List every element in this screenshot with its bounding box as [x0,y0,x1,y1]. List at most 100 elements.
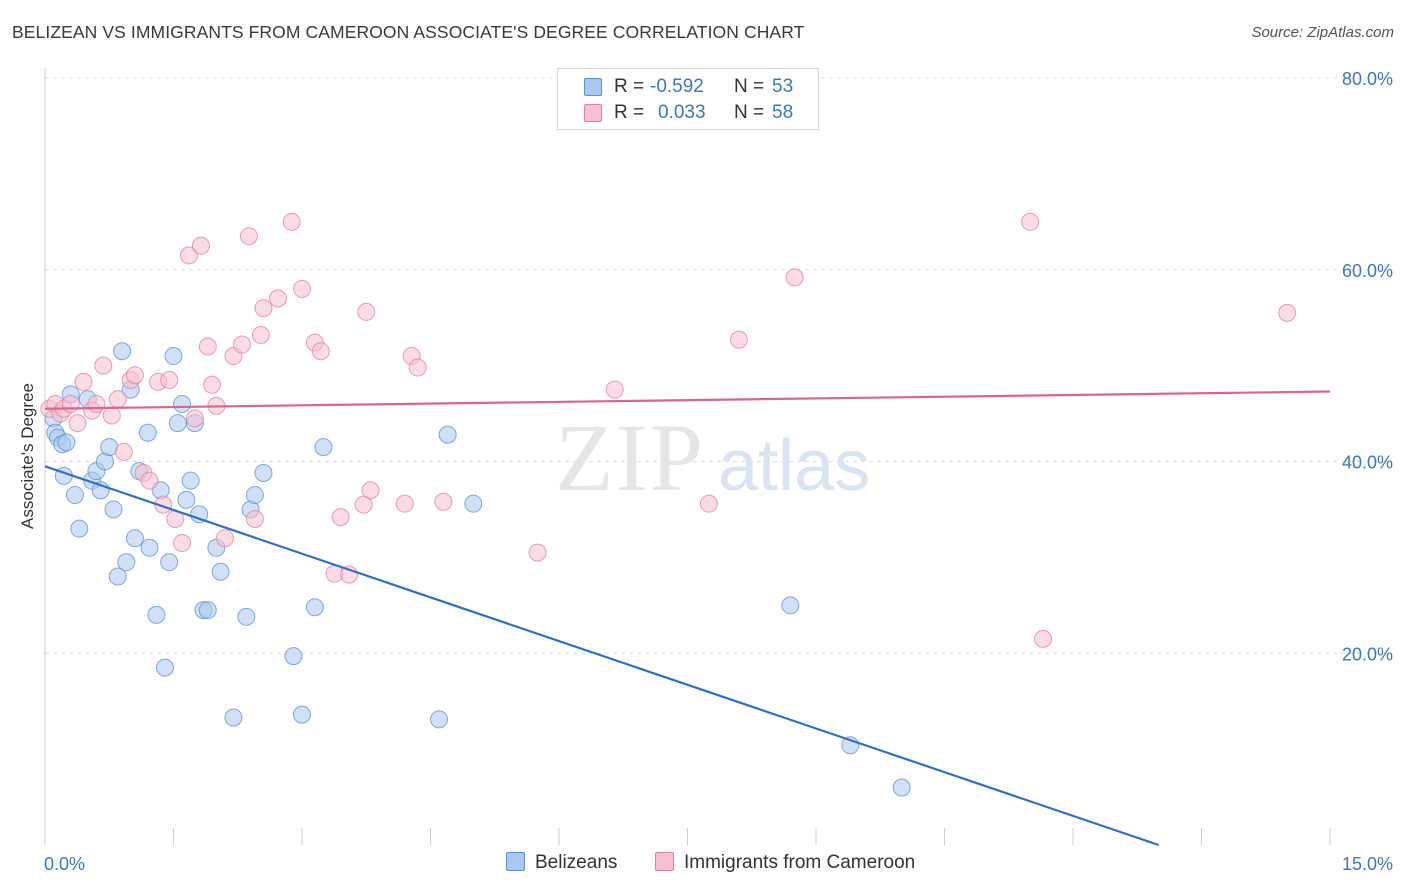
y-tick-label: 40.0% [1342,453,1393,473]
y-tick-label: 20.0% [1342,644,1393,664]
belizean-point [173,394,192,413]
axes [44,68,1331,845]
belizean-point [164,347,183,366]
legend-n-label: N = [734,102,765,123]
legend-r-label: R = [614,102,645,123]
cameroon-point [94,356,113,375]
belizean-point [117,553,136,572]
cameroon-point [125,366,144,385]
cameroon-point [311,342,330,361]
belizean-point [113,342,132,361]
belizean-point [245,486,264,505]
cameroon-point [61,394,80,413]
cameroon-point [528,543,547,562]
x-tick-label-max: 15.0% [1342,854,1393,874]
legend-n-label: N = [734,76,765,97]
belizean-point [293,705,311,724]
legend-r-value: -0.592 [650,76,704,97]
cameroon-point [254,299,273,318]
cameroon-point [239,227,258,246]
watermark: ZIP atlas [555,404,870,511]
belizean-point [211,562,230,581]
belizean-point [430,710,449,729]
belizean-point [198,601,217,620]
legend-n-value: 53 [772,76,794,97]
belizean-point [284,647,303,666]
bottom-legend-swatch-cameroon [655,852,674,871]
watermark-atlas: atlas [718,426,870,506]
cameroon-point [785,268,804,287]
belizean-point [155,658,174,677]
belizean-point [70,519,89,538]
gridlines [45,77,1392,654]
chart-title: BELIZEAN VS IMMIGRANTS FROM CAMEROON ASS… [12,22,805,42]
cameroon-point [1034,629,1053,648]
cameroon-point [191,236,210,255]
y-tick-label: 60.0% [1342,261,1393,281]
belizean-point [65,486,84,505]
belizean-point [438,425,457,444]
cameroon-point [68,414,87,433]
legend-swatch-cameroon [584,104,602,122]
cameroon-point [699,494,718,513]
cameroon-point [114,442,133,461]
y-tick-label: 80.0% [1342,69,1393,89]
cameroon-point [173,533,192,552]
belizean-point [168,414,187,433]
cameroon-point [357,302,376,321]
cameroon-trend-line [44,390,1331,410]
belizean-point [237,607,256,626]
bottom-legend-swatch-belizean [506,852,525,871]
cameroon-point [215,529,234,548]
cameroon-point [245,510,264,529]
cameroon-point [179,246,198,265]
tick-labels: 20.0% 40.0% 60.0% 80.0% 0.0% 15.0% [44,69,1393,874]
belizean-point [57,433,76,452]
belizean-point [177,490,196,509]
belizean-point [254,464,273,483]
belizean-point [160,553,179,572]
belizean-point [104,500,123,519]
belizean-point [190,505,209,524]
belizean-point [181,471,200,490]
source-credit: Source: ZipAtlas.com [1251,24,1394,41]
cameroon-point [251,325,270,344]
bottom-legend-cameroon: Immigrants from Cameroon [655,852,915,874]
cameroon-point [160,371,179,390]
cameroon-point [408,358,427,377]
cameroon-point [269,289,288,308]
cameroon-point [87,394,106,413]
legend-n-value: 58 [772,102,794,123]
belizean-point [138,423,157,442]
cameroon-point [1021,212,1040,231]
bottom-legend-belizean: Belizeans [506,852,617,874]
watermark-zip: ZIP [555,404,705,511]
correlation-legend: R = -0.592 N = 53 R = 0.033 N = 58 [557,68,819,130]
bottom-legend-label-cameroon: Immigrants from Cameroon [684,852,916,873]
cameroon-point [102,406,121,425]
cameroon-point [233,335,252,354]
cameroon-point [140,471,159,490]
legend-swatch-belizean [584,78,602,96]
cameroon-point [434,492,453,511]
cameroon-point [605,380,624,399]
cameroon-point [395,494,414,513]
data-points [40,212,1297,797]
belizean-point [314,438,333,457]
belizean-point [892,778,911,797]
cameroon-point [108,390,127,409]
x-tick-label-min: 0.0% [44,854,85,874]
cameroon-point [185,409,204,428]
belizean-point [140,538,159,557]
belizean-point [108,567,127,586]
belizean-point [781,596,800,615]
belizean-point [147,605,166,624]
legend-r-label: R = [614,76,645,97]
y-axis-label: Associate's Degree [18,383,37,529]
cameroon-point [74,372,93,391]
cameroon-point [282,212,301,231]
cameroon-point [331,508,350,527]
cameroon-point [293,279,311,298]
bottom-legend-label-belizean: Belizeans [535,852,618,873]
